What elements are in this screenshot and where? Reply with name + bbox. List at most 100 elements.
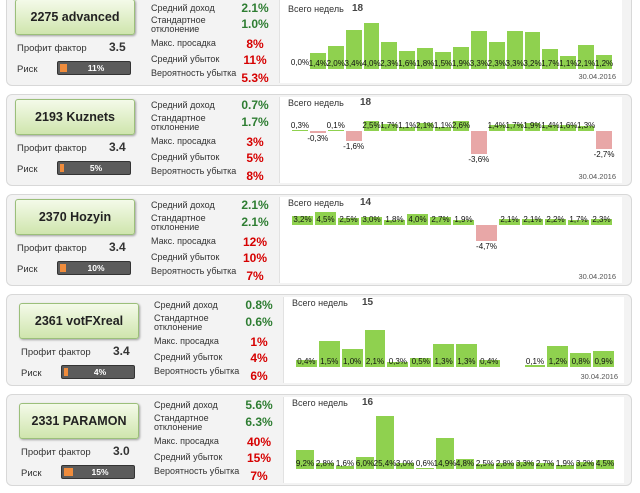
week-value-label: 1,8% [385,215,404,224]
week-value-label: 1,3% [457,357,476,366]
total-weeks-label: Всего недель [288,198,344,208]
total-weeks-label: Всего недель [292,398,348,408]
account-name-button[interactable]: 2331 PARAMON [19,403,139,439]
loss-probability-value: 7% [250,469,268,483]
week-bar [417,123,434,131]
avg-income-value: 2.1% [241,198,269,212]
week-bar [542,49,559,69]
total-weeks-value: 16 [362,397,374,408]
std-dev-value: 1.7% [241,115,269,129]
week-value-label: 1,7% [541,59,560,68]
risk-value: 15% [91,467,109,477]
week-bar [506,31,523,69]
risk-value: 10% [87,263,105,273]
risk-bar: 15% [61,465,135,479]
week-value-label: 1,2% [594,59,614,68]
week-bar [381,124,398,131]
week-bar [292,130,308,131]
chart-date: 30.04.2016 [578,172,616,181]
max-drawdown-label: Макс. просадка [151,38,216,48]
week-bar [596,55,612,69]
week-bar [384,220,405,225]
avg-income-label: Средний доход [151,100,215,110]
week-bar [560,56,577,69]
risk-label: Риск [21,468,42,479]
profit-factor-label: Профит фактор [17,243,87,254]
risk-label: Риск [17,164,38,175]
week-value-label: 1,6% [398,59,417,68]
avg-loss-value: 4% [250,351,268,365]
max-drawdown-value: 3% [246,135,264,149]
max-drawdown-label: Макс. просадка [154,436,219,446]
week-value-label: 0,4% [297,357,316,366]
weekly-chart: Всего недель 18 30.04.2016 0,3% -0,3% 0,1%… [279,97,622,183]
week-value-label: 4,0% [362,59,381,68]
week-value-label: -0,3% [307,134,329,143]
std-dev-label: Стандартное отклонение [154,413,209,432]
week-bar-negative [309,131,326,133]
profit-factor-label: Профит фактор [21,447,91,458]
week-bar [453,47,469,69]
avg-loss-label: Средний убыток [154,352,223,362]
week-bar [570,353,592,367]
chart-date: 30.04.2016 [578,72,616,81]
week-value-label: 2,6% [451,121,471,130]
week-bar [363,121,380,131]
week-value-label: 4,5% [316,215,335,224]
profit-factor-label: Профит фактор [17,43,87,54]
account-name-button[interactable]: 2361 votFXreal [19,303,139,339]
week-bar [356,457,374,469]
week-value-label: 1,1% [559,59,578,68]
week-value-label: 3,3% [505,59,524,68]
account-card: 2275 advanced Профит фактор 3.5 Риск 11%… [6,0,632,86]
week-value-label: 14,9% [433,459,457,468]
week-value-label: 2,8% [315,459,335,468]
week-bar [506,124,523,131]
week-bar [416,468,434,469]
account-card: 2370 Hozyin Профит фактор 3.4 Риск 10% С… [6,194,632,286]
week-value-label: 3,3% [515,459,535,468]
week-value-label: 2,1% [365,357,385,366]
week-bar [591,219,612,225]
risk-bar: 11% [57,61,131,75]
week-bar [596,460,614,469]
week-value-label: 1,0% [343,357,362,366]
week-value-label: 2,0% [326,59,345,68]
week-bar [545,219,566,225]
week-bar [578,126,595,131]
max-drawdown-value: 40% [246,435,272,449]
avg-income-value: 0.8% [245,298,273,312]
avg-loss-label: Средний убыток [151,152,220,162]
week-bar [524,365,546,367]
chart-date: 30.04.2016 [578,272,616,281]
chart-date: 30.04.2016 [580,372,618,381]
profit-factor-value: 3.4 [109,240,126,254]
avg-income-value: 0.7% [241,98,269,112]
account-name-button[interactable]: 2193 Kuznets [15,99,135,135]
week-value-label: 4,8% [455,459,475,468]
risk-fill [60,264,66,272]
weekly-chart: Всего недель 14 30.04.2016 3,2% 4,5% 2,5% 3… [279,197,622,283]
week-bar [399,127,416,131]
loss-probability-label: Вероятность убытка [151,166,237,176]
week-value-label: 0,0% [290,58,310,67]
std-dev-value: 2.1% [241,215,269,229]
week-bar [318,341,340,367]
week-value-label: 2,7% [431,215,450,224]
week-bar-negative [345,131,362,141]
risk-value: 4% [93,367,107,377]
profit-factor-value: 3.0 [113,444,130,458]
avg-loss-value: 15% [246,451,272,465]
profit-factor-value: 3.5 [109,40,126,54]
week-value-label: 0,1% [326,121,345,130]
account-name-button[interactable]: 2275 advanced [15,0,135,35]
week-value-label: 1,9% [555,459,575,468]
account-name-button[interactable]: 2370 Hozyin [15,199,135,235]
loss-probability-label: Вероятность убытка [151,68,237,78]
loss-probability-value: 5.3% [241,71,269,85]
week-value-label: 2,1% [577,59,596,68]
week-value-label: -2,7% [593,150,615,159]
week-value-label: 1,6% [559,121,578,130]
week-bar [396,463,414,469]
risk-label: Риск [21,368,42,379]
